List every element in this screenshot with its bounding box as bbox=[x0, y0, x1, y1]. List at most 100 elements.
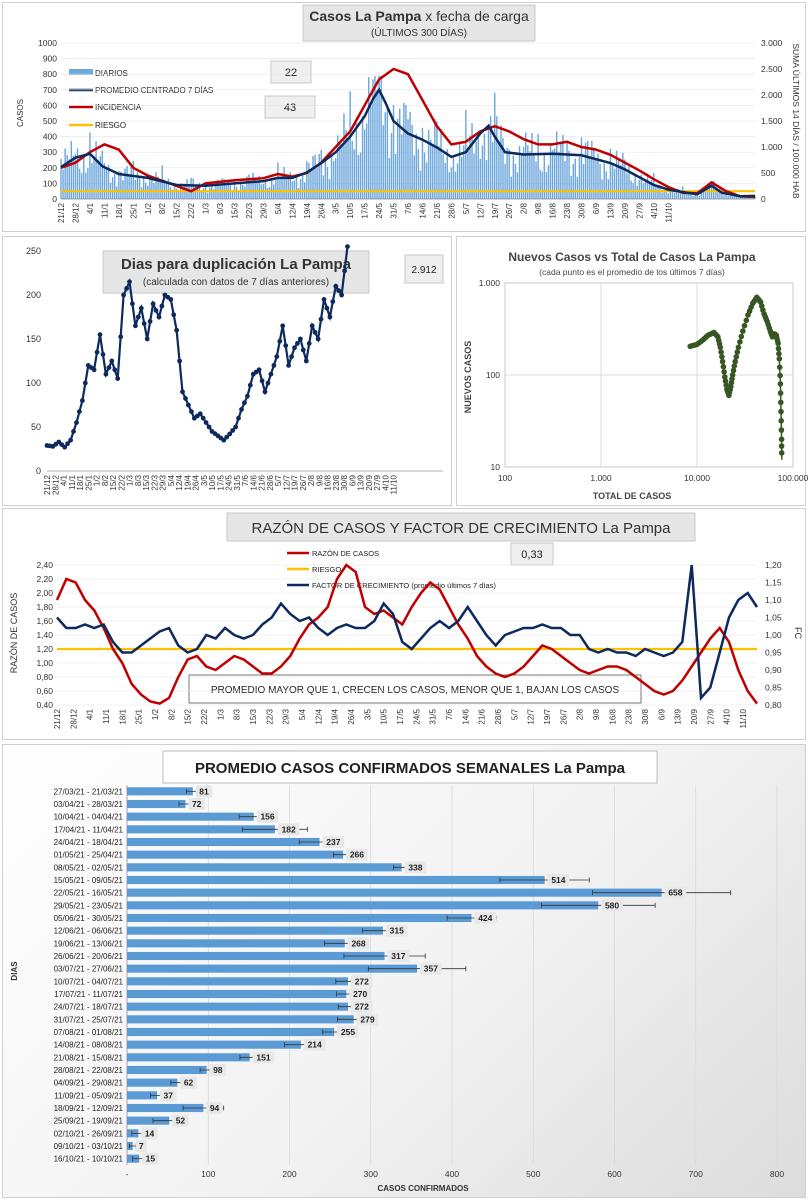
y-tick-label: 100 bbox=[486, 370, 500, 380]
x-tick-label: 9/8 bbox=[592, 708, 601, 720]
daily-bar bbox=[580, 137, 583, 199]
daily-bar bbox=[671, 189, 674, 199]
daily-bar bbox=[202, 188, 205, 199]
y-tick-label: 10 bbox=[491, 462, 501, 472]
daily-bar bbox=[723, 195, 725, 199]
daily-bar bbox=[95, 141, 97, 199]
daily-bar bbox=[576, 176, 579, 199]
value-label: 81 bbox=[199, 786, 209, 796]
daily-bar bbox=[382, 125, 384, 199]
daily-bar bbox=[277, 162, 279, 199]
scatter-point bbox=[733, 354, 740, 360]
daily-bar bbox=[221, 178, 223, 199]
weekly-bar bbox=[127, 1091, 158, 1100]
daily-bar bbox=[283, 166, 285, 199]
x-tick-label: 12/7 bbox=[282, 474, 291, 490]
y-tick-label: 0 bbox=[36, 466, 41, 476]
daily-bar bbox=[566, 143, 568, 199]
value-label-box bbox=[277, 823, 300, 836]
daily-bar bbox=[479, 158, 482, 199]
chart-subtitle: (ÚLTIMOS 300 DÍAS) bbox=[371, 26, 467, 39]
x-tick-label: 28/12 bbox=[69, 708, 78, 729]
scatter-point bbox=[778, 399, 784, 406]
daily-bar bbox=[217, 179, 219, 199]
weekly-bar bbox=[127, 1027, 335, 1037]
scatter-point bbox=[738, 333, 745, 340]
daily-bar bbox=[142, 178, 145, 199]
daily-bar bbox=[175, 188, 178, 199]
scatter-point bbox=[737, 339, 743, 345]
daily-bar bbox=[287, 175, 289, 199]
y-right-tick-label: 2.000 bbox=[761, 90, 783, 100]
daily-bar bbox=[452, 155, 455, 199]
daily-bar bbox=[520, 153, 523, 199]
x-tick-label: 16/8 bbox=[549, 202, 558, 218]
daily-bar bbox=[330, 155, 333, 199]
doubling-point bbox=[112, 367, 118, 373]
daily-bar bbox=[667, 193, 669, 199]
daily-bar bbox=[78, 168, 81, 199]
x-tick-label: 30/8 bbox=[340, 474, 349, 490]
x-tick-label: 8/3 bbox=[233, 708, 242, 720]
x-tick-label: 20/9 bbox=[621, 202, 630, 218]
x-tick-label: 100.000 bbox=[778, 473, 808, 483]
doubling-value-box bbox=[404, 254, 444, 284]
doubling-point bbox=[135, 314, 141, 320]
doubling-point bbox=[265, 380, 271, 386]
y-tick-label: 1,60 bbox=[36, 616, 53, 626]
value-label: 266 bbox=[350, 850, 364, 860]
chart-title: RAZÓN DE CASOS Y FACTOR DE CRECIMIENTO L… bbox=[252, 520, 672, 537]
daily-bar bbox=[237, 191, 240, 199]
daily-bar bbox=[661, 192, 663, 199]
scatter-point bbox=[777, 390, 784, 396]
y-axis-right-label: FC bbox=[793, 627, 803, 639]
x-tick-label: 25/1 bbox=[135, 708, 144, 724]
category-label: 03/04/21 - 28/03/21 bbox=[54, 800, 124, 809]
y-tick-label: 250 bbox=[26, 246, 41, 256]
legend-label-ratio: RAZÓN DE CASOS bbox=[312, 549, 379, 558]
doubling-point bbox=[333, 283, 339, 289]
doubling-point bbox=[280, 323, 286, 329]
x-tick-label: 30/8 bbox=[578, 202, 587, 218]
daily-bar bbox=[357, 155, 360, 199]
daily-value: 22 bbox=[285, 67, 297, 79]
doubling-point bbox=[324, 305, 330, 311]
doubling-point bbox=[189, 409, 194, 414]
daily-bar bbox=[539, 169, 541, 199]
daily-bar bbox=[388, 157, 391, 199]
daily-bar bbox=[696, 194, 698, 199]
daily-bar bbox=[80, 172, 83, 199]
y-tick-label: 1,80 bbox=[36, 602, 53, 612]
x-tick-label: 11/10 bbox=[664, 202, 673, 222]
daily-bar bbox=[68, 159, 70, 199]
scatter-panel: Nuevos Casos vs Total de Casos La Pampa … bbox=[456, 236, 808, 506]
y-tick-label: 1,40 bbox=[36, 630, 53, 640]
daily-bar bbox=[471, 123, 473, 199]
doubling-point bbox=[236, 415, 241, 421]
value-label-box bbox=[206, 1102, 223, 1114]
x-tick-label: 7/6 bbox=[404, 202, 413, 214]
daily-bar bbox=[446, 149, 448, 199]
doubling-point bbox=[221, 437, 227, 443]
category-label: 11/09/21 - 05/09/21 bbox=[54, 1091, 123, 1100]
value-label: 268 bbox=[351, 938, 365, 948]
x-tick-label: 27/9 bbox=[635, 202, 644, 218]
daily-bar bbox=[167, 178, 170, 199]
x-tick-label: 27/9 bbox=[706, 708, 715, 724]
value-label: 14 bbox=[145, 1128, 155, 1138]
daily-bar bbox=[525, 132, 527, 199]
scatter-point bbox=[776, 364, 783, 370]
weekly-bar bbox=[127, 1078, 178, 1087]
daily-bar bbox=[345, 129, 347, 199]
weekly-bar bbox=[127, 863, 402, 872]
daily-bar bbox=[200, 190, 203, 199]
daily-bar bbox=[138, 177, 141, 199]
value-label-box bbox=[188, 798, 205, 810]
value-label: 255 bbox=[341, 1027, 355, 1037]
category-label: 16/10/21 - 10/10/21 bbox=[54, 1155, 124, 1164]
value-label: 7 bbox=[139, 1141, 144, 1151]
x-tick-label: 15/3 bbox=[142, 474, 151, 490]
daily-bar bbox=[326, 167, 329, 199]
legend-label-avg: PROMEDIO CENTRADO 7 DÍAS bbox=[95, 86, 213, 95]
legend-label-incidence: INCIDENCIA bbox=[95, 103, 142, 112]
